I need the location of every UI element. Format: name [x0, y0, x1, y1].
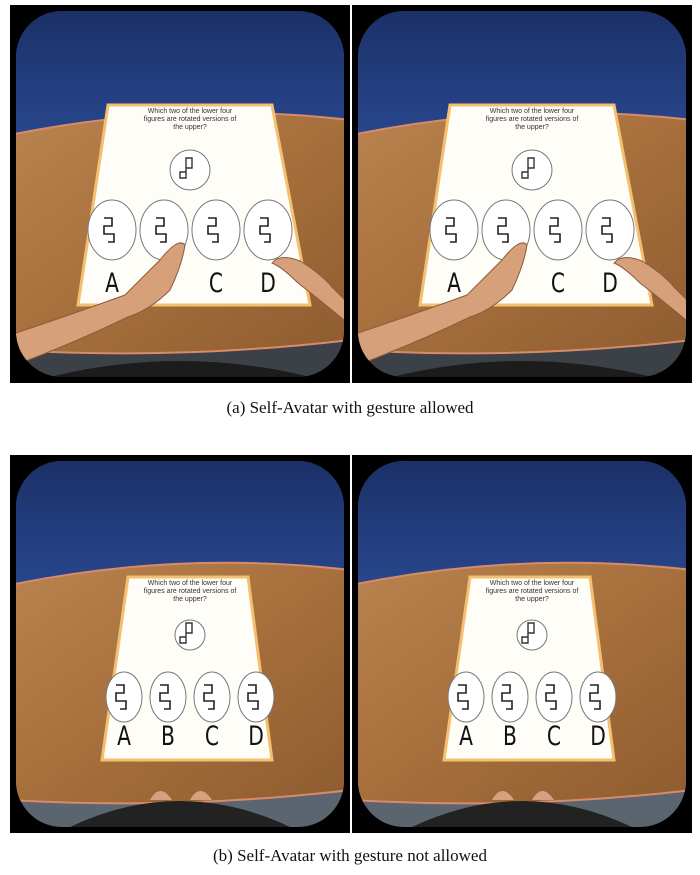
option-figure	[103, 217, 115, 243]
option-figure	[259, 217, 271, 243]
option-label: D	[260, 267, 276, 299]
question-line: figures are rotated versions of	[486, 116, 579, 123]
option-circle	[533, 199, 583, 261]
question-line: Which two of the lower four	[148, 108, 233, 115]
option-circle	[585, 199, 635, 261]
option-figure	[247, 684, 259, 710]
option-figure	[589, 684, 601, 710]
right-arm	[271, 257, 344, 327]
question-line: Which two of the lower four	[490, 580, 575, 587]
caption: (b) Self-Avatar with gesture not allowed	[213, 846, 487, 865]
option-label: D	[602, 267, 618, 299]
chair	[70, 801, 290, 827]
question-line: figures are rotated versions of	[144, 588, 237, 595]
option-figure	[545, 684, 557, 710]
option-circle	[491, 671, 529, 723]
option-circle	[535, 671, 573, 723]
option-figure	[207, 217, 219, 243]
option-figure	[155, 217, 167, 243]
question-line: Which two of the lower four	[490, 108, 575, 115]
option-label: A	[447, 267, 461, 299]
target-figure-circle	[516, 619, 548, 651]
option-label: C	[551, 267, 565, 299]
caption: (a) Self-Avatar with gesture allowed	[226, 398, 474, 417]
option-label: A	[105, 267, 119, 299]
target-figure	[179, 157, 193, 179]
option-circle	[579, 671, 617, 723]
option-label: D	[590, 720, 606, 752]
left-arm	[16, 242, 186, 368]
option-circle	[87, 199, 137, 261]
option-label: B	[503, 720, 517, 752]
option-circle	[105, 671, 143, 723]
question-line: the upper?	[515, 596, 549, 603]
target-figure-circle	[511, 149, 553, 191]
option-figure	[457, 684, 469, 710]
left-arm	[358, 242, 528, 368]
knees	[150, 791, 212, 800]
target-figure-circle	[174, 619, 206, 651]
question-line: figures are rotated versions of	[144, 116, 237, 123]
question-line: the upper?	[173, 124, 207, 131]
option-label: C	[547, 720, 561, 752]
option-label: A	[117, 720, 131, 752]
option-circle	[429, 199, 479, 261]
paper	[418, 103, 654, 307]
target-figure	[521, 622, 535, 644]
option-figure	[445, 217, 457, 243]
option-circle	[243, 199, 293, 261]
option-figure	[501, 684, 513, 710]
option-circle	[149, 671, 187, 723]
option-figure	[115, 684, 127, 710]
option-label: B	[161, 720, 175, 752]
target-figure	[179, 622, 193, 644]
option-label: D	[248, 720, 264, 752]
target-figure-circle	[169, 149, 211, 191]
chair	[412, 801, 632, 827]
option-label: A	[459, 720, 473, 752]
option-label: C	[205, 720, 219, 752]
option-figure	[601, 217, 613, 243]
knees	[492, 791, 554, 800]
question-line: figures are rotated versions of	[486, 588, 579, 595]
question-line: Which two of the lower four	[148, 580, 233, 587]
option-figure	[549, 217, 561, 243]
option-circle	[191, 199, 241, 261]
paper	[76, 103, 312, 307]
right-arm	[613, 257, 686, 327]
question-line: the upper?	[173, 596, 207, 603]
option-figure	[159, 684, 171, 710]
question-line: the upper?	[515, 124, 549, 131]
option-figure	[497, 217, 509, 243]
option-circle	[447, 671, 485, 723]
shadow	[50, 361, 310, 377]
option-circle	[193, 671, 231, 723]
option-circle	[237, 671, 275, 723]
option-label: C	[209, 267, 223, 299]
shadow	[392, 361, 652, 377]
option-figure	[203, 684, 215, 710]
target-figure	[521, 157, 535, 179]
